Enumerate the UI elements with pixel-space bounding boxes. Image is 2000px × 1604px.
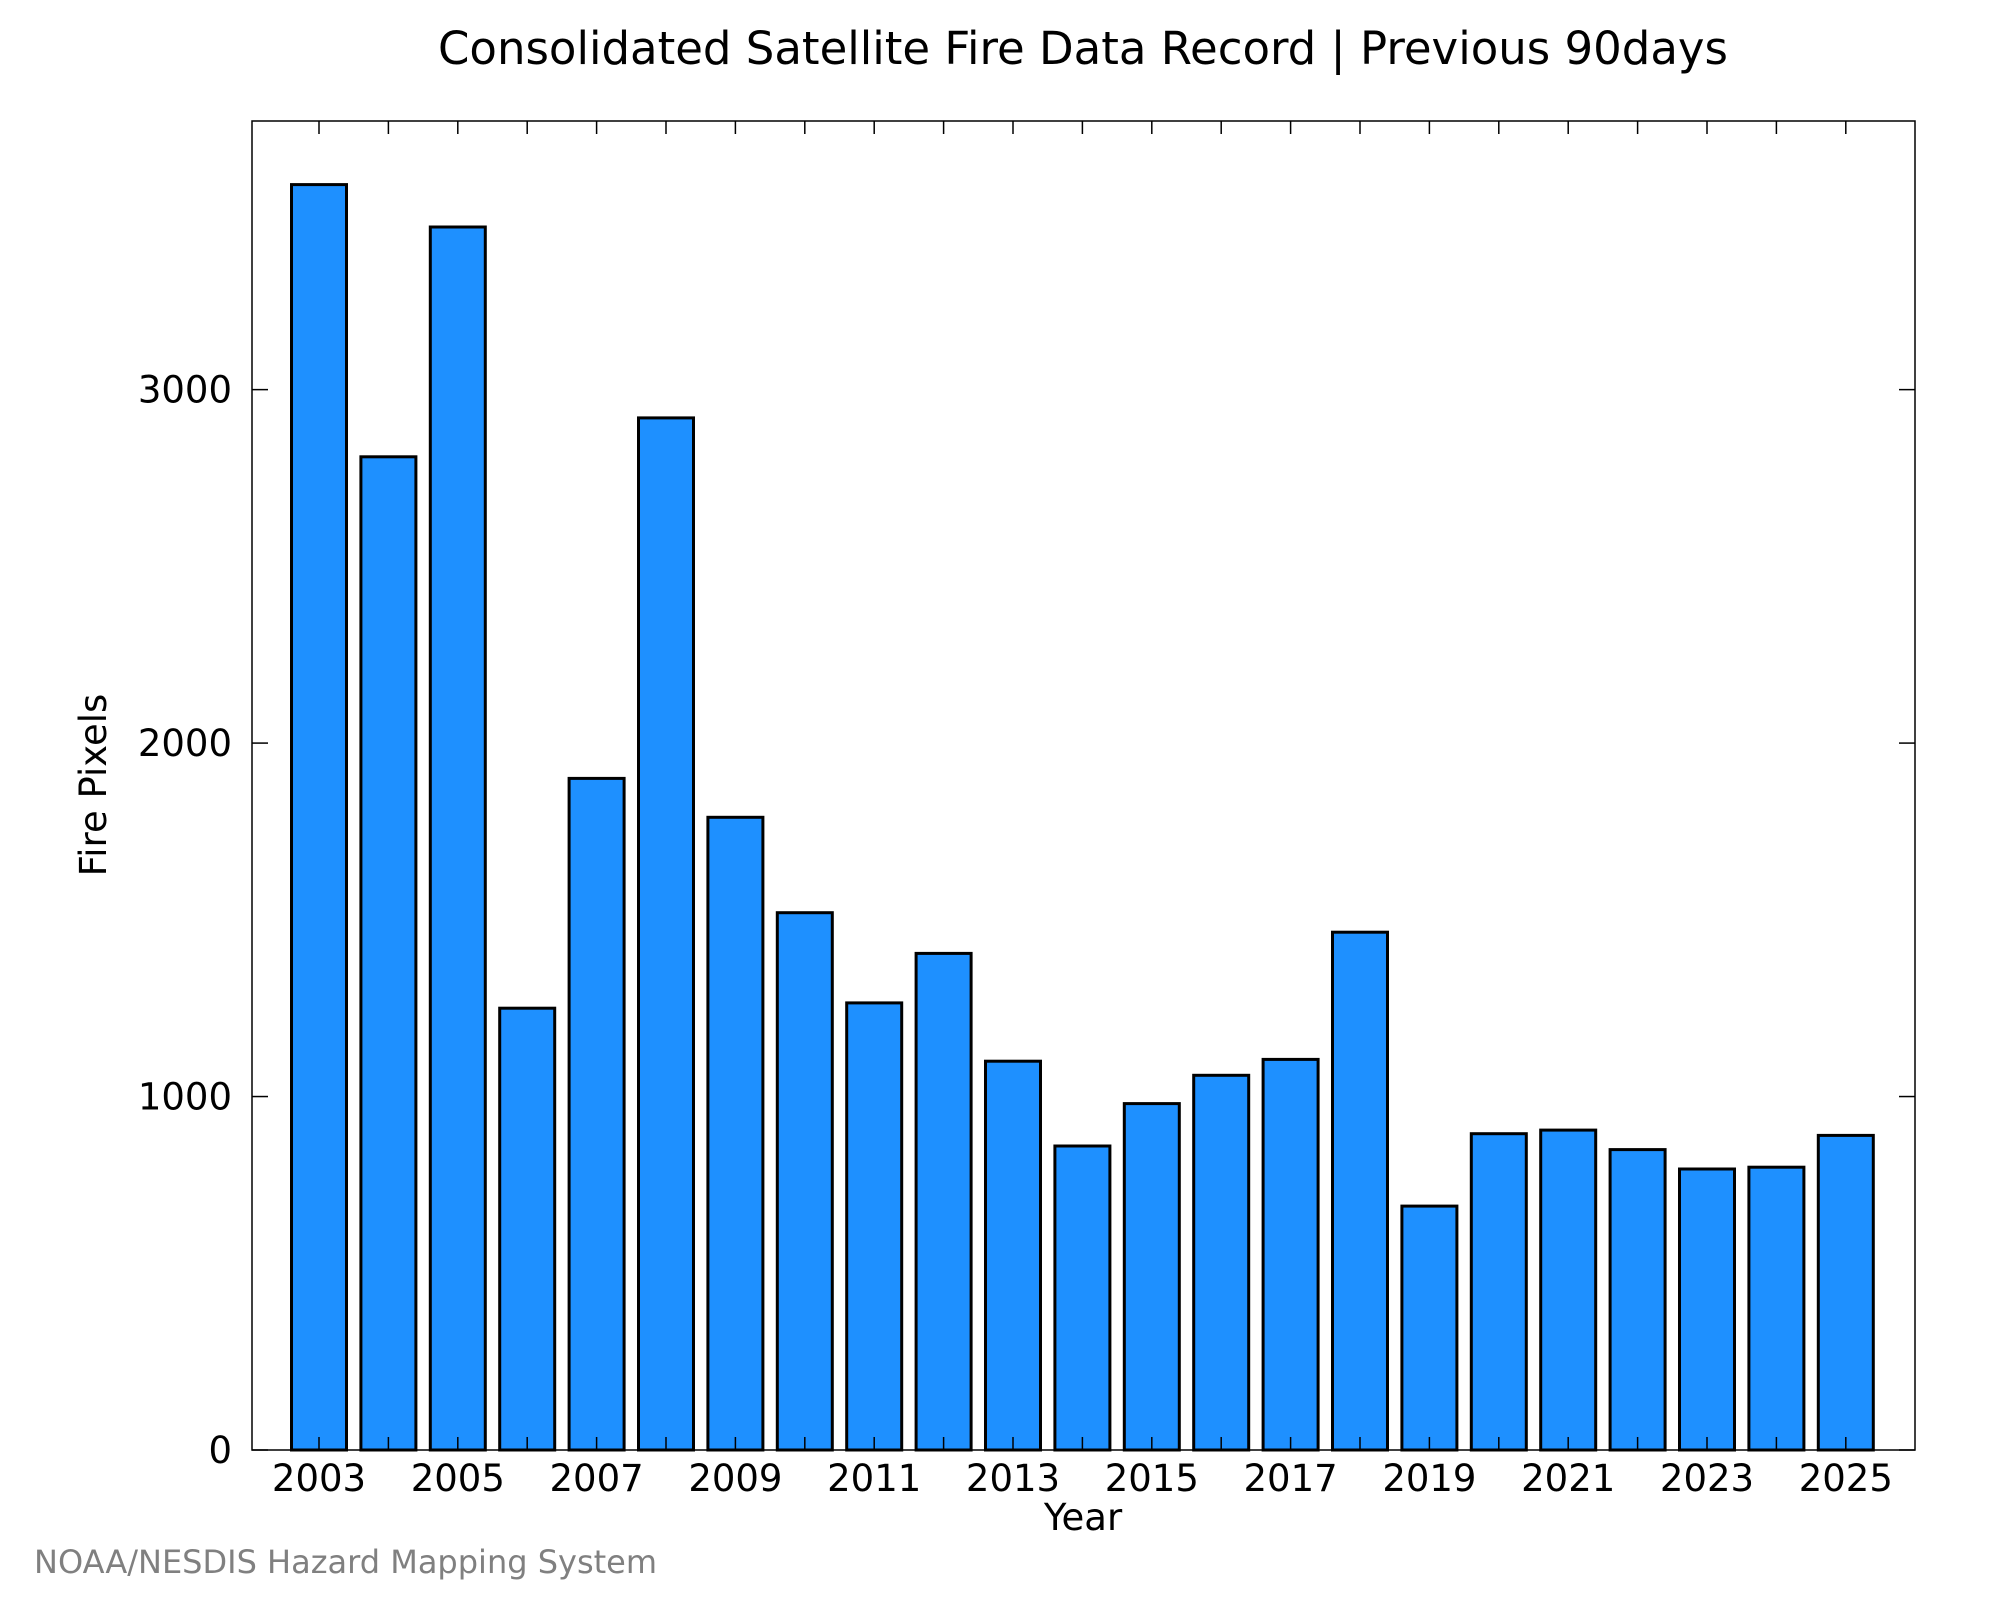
bar-2021 [1539, 1128, 1598, 1452]
bar-2016 [1192, 1073, 1251, 1452]
bar-2006 [498, 1006, 557, 1452]
x-tick-label-2025: 2025 [1799, 1457, 1893, 1500]
bar-2024 [1747, 1165, 1806, 1452]
x-tick-label-2005: 2005 [411, 1457, 505, 1500]
x-tick-label-2019: 2019 [1382, 1457, 1476, 1500]
x-tick-label-2013: 2013 [966, 1457, 1060, 1500]
bar-2004 [359, 455, 418, 1452]
bar-2009 [706, 815, 765, 1452]
bar-2019 [1400, 1204, 1459, 1452]
x-tick-label-2015: 2015 [1105, 1457, 1199, 1500]
y-tick-label-2000: 2000 [138, 722, 232, 765]
bar-2005 [428, 225, 487, 1452]
bar-2010 [775, 911, 834, 1452]
y-tick-label-0: 0 [208, 1429, 232, 1472]
bar-2012 [914, 951, 973, 1452]
bar-2007 [567, 776, 626, 1452]
x-axis-title: Year [1043, 1496, 1123, 1539]
x-tick-labels: 2003 2005 2007 2009 2011 2013 2015 2017 2019 2021… [272, 1457, 1893, 1500]
credit-text: NOAA/NESDIS Hazard Mapping System [34, 1543, 657, 1581]
x-tick-label-2007: 2007 [550, 1457, 644, 1500]
y-axis-title: Fire Pixels [72, 694, 115, 877]
bar-2025 [1816, 1133, 1875, 1452]
x-tick-label-2023: 2023 [1660, 1457, 1754, 1500]
x-tick-label-2009: 2009 [688, 1457, 782, 1500]
bars-layer [290, 183, 1875, 1452]
x-tick-label-2017: 2017 [1244, 1457, 1338, 1500]
bar-2011 [845, 1001, 904, 1452]
bar-2003 [290, 183, 348, 1452]
bar-2020 [1469, 1132, 1528, 1452]
bar-2008 [637, 416, 695, 1452]
chart-title: Consolidated Satellite Fire Data Record … [438, 22, 1728, 75]
x-tick-label-2011: 2011 [827, 1457, 921, 1500]
x-tick-label-2003: 2003 [272, 1457, 366, 1500]
bar-2017 [1261, 1057, 1320, 1452]
bar-2023 [1678, 1167, 1736, 1452]
y-tick-label-1000: 1000 [138, 1076, 232, 1119]
bar-2018 [1331, 930, 1389, 1452]
bar-2014 [1053, 1144, 1112, 1452]
plot-frame [251, 120, 1916, 1451]
bar-2013 [984, 1059, 1042, 1452]
bar-2022 [1608, 1148, 1667, 1452]
bar-2015 [1122, 1102, 1181, 1452]
y-tick-labels: 0 1000 2000 3000 [138, 369, 232, 1472]
x-tick-label-2021: 2021 [1521, 1457, 1615, 1500]
y-tick-label-3000: 3000 [138, 369, 232, 412]
